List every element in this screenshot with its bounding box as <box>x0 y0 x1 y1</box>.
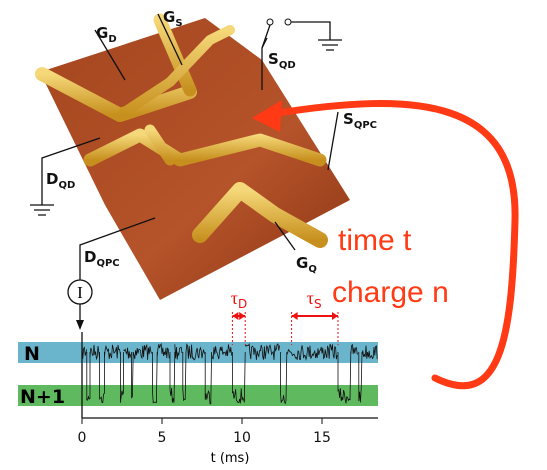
tau-sub: D <box>238 297 247 311</box>
tau-arrowhead <box>239 312 245 320</box>
annotation-line2: charge n <box>332 276 449 309</box>
tau-arrowhead <box>232 312 238 320</box>
meter-label: I <box>77 283 83 302</box>
tau-arrowhead <box>292 312 298 320</box>
tau-label: τS <box>307 288 322 311</box>
label-dqd: DQD <box>46 170 75 191</box>
figure: GD GS SQD SQPC DQD DQPC GQ I time t char… <box>0 0 547 470</box>
label-dqpc: DQPC <box>84 248 120 269</box>
band-n1 <box>18 385 378 406</box>
tau-symbol: τ <box>307 288 314 308</box>
tau-arrowhead <box>332 312 338 320</box>
label-sqpc: SQPC <box>343 110 377 131</box>
annotation-line1: time t <box>338 224 412 257</box>
x-tick-label: 0 <box>78 430 87 446</box>
x-tick-label: 15 <box>313 430 331 446</box>
x-tick-label: 5 <box>158 430 167 446</box>
label-gs: GS <box>163 8 183 29</box>
x-axis-label: t (ms) <box>211 451 250 466</box>
label-gd: GD <box>96 24 117 45</box>
label-gq: GQ <box>296 254 317 275</box>
x-tick-label: 10 <box>233 430 251 446</box>
level-label: N+1 <box>20 386 65 408</box>
label-sqd: SQD <box>268 50 296 71</box>
tau-sub: S <box>314 297 322 311</box>
tau-symbol: τ <box>231 288 238 308</box>
level-label: N <box>24 343 40 365</box>
tau-label: τD <box>231 288 247 311</box>
